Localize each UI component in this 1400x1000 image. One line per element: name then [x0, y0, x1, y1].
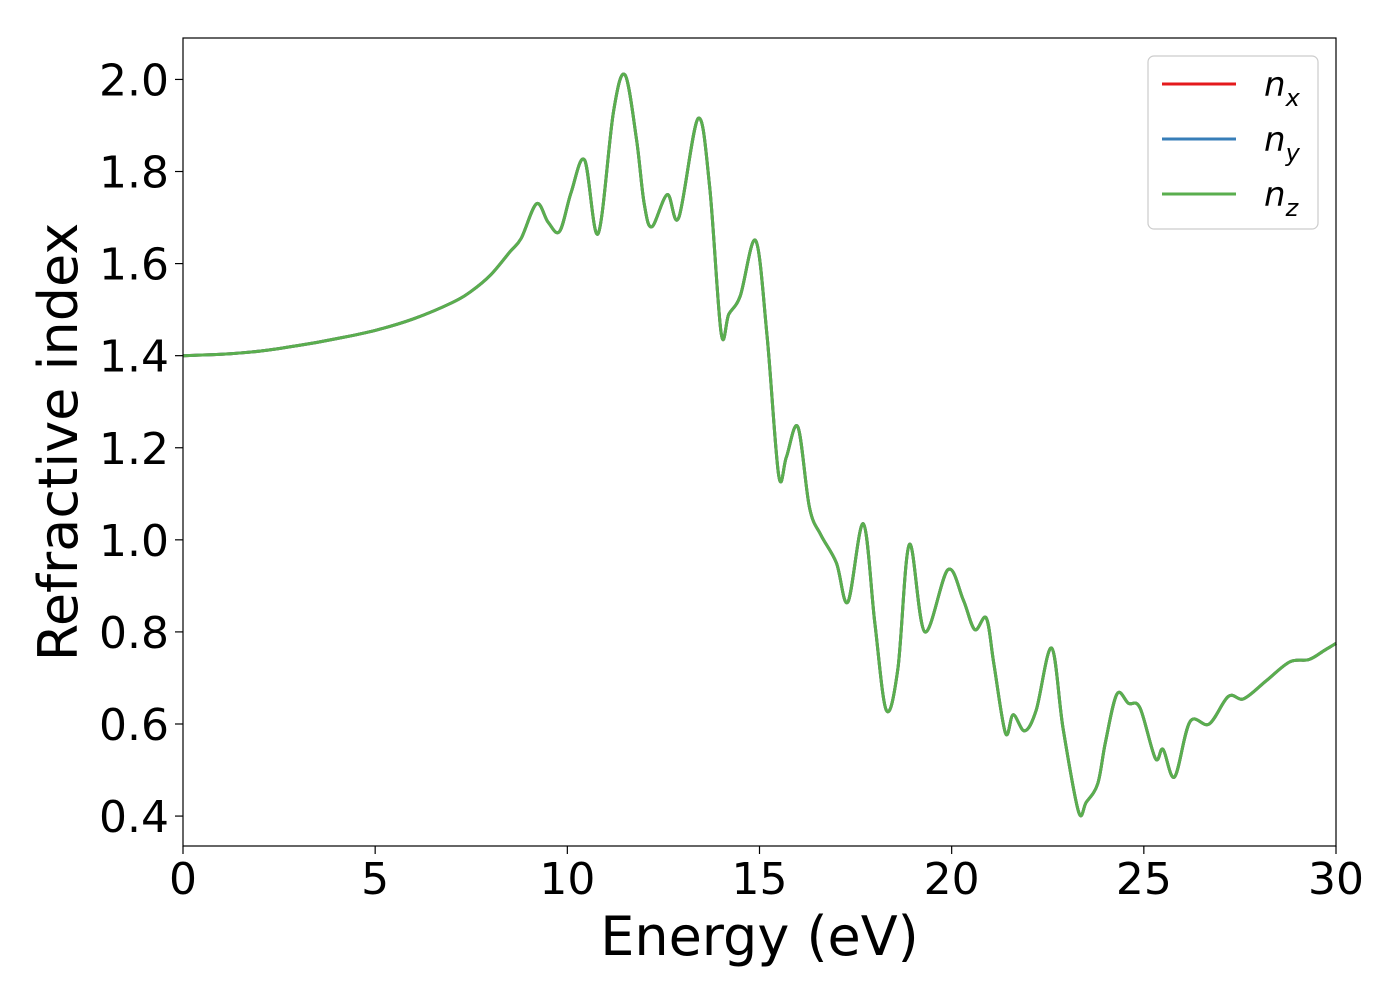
x-tick-label: 10: [539, 854, 595, 905]
y-tick-label: 1.6: [99, 240, 169, 291]
legend-label-base: n: [1264, 120, 1286, 160]
x-tick-label: 30: [1308, 854, 1364, 905]
legend-label-z: nz: [1264, 175, 1300, 222]
series-layer: [182, 72, 1337, 818]
y-tick-label: 2.0: [99, 55, 169, 106]
y-tick-label: 0.6: [99, 700, 169, 751]
x-tick-label: 0: [169, 854, 197, 905]
x-tick-label: 15: [732, 854, 788, 905]
y-axis-ticks: 0.4 0.6 0.8 1.0 1.2 1.4 1.6 1.8 2.0: [99, 55, 183, 843]
legend-label-subscript: y: [1285, 139, 1301, 167]
y-tick-label: 0.4: [99, 792, 169, 843]
y-tick-label: 1.8: [99, 148, 169, 199]
series-line-z: [182, 72, 1337, 818]
x-axis-title: Energy (eV): [600, 905, 919, 968]
y-tick-label: 1.2: [99, 424, 169, 475]
legend-label-y: ny: [1264, 120, 1301, 167]
legend-box: [1147, 55, 1319, 230]
legend-label-base: n: [1264, 175, 1286, 215]
y-tick-label: 1.0: [99, 516, 169, 567]
x-tick-label: 20: [924, 854, 980, 905]
y-tick-label: 0.8: [99, 608, 169, 659]
legend-label-subscript: z: [1285, 194, 1300, 222]
legend-label-base: n: [1264, 65, 1286, 105]
plot-area: [183, 38, 1336, 846]
legend-label-x: nx: [1264, 65, 1301, 112]
y-axis-title: Refractive index: [27, 223, 90, 662]
x-tick-label: 25: [1116, 854, 1172, 905]
y-tick-label: 1.4: [99, 332, 169, 383]
x-tick-label: 5: [361, 854, 389, 905]
x-axis-ticks: 0 5 10 15 20 25 30: [169, 846, 1364, 905]
legend-label-subscript: x: [1285, 84, 1301, 112]
